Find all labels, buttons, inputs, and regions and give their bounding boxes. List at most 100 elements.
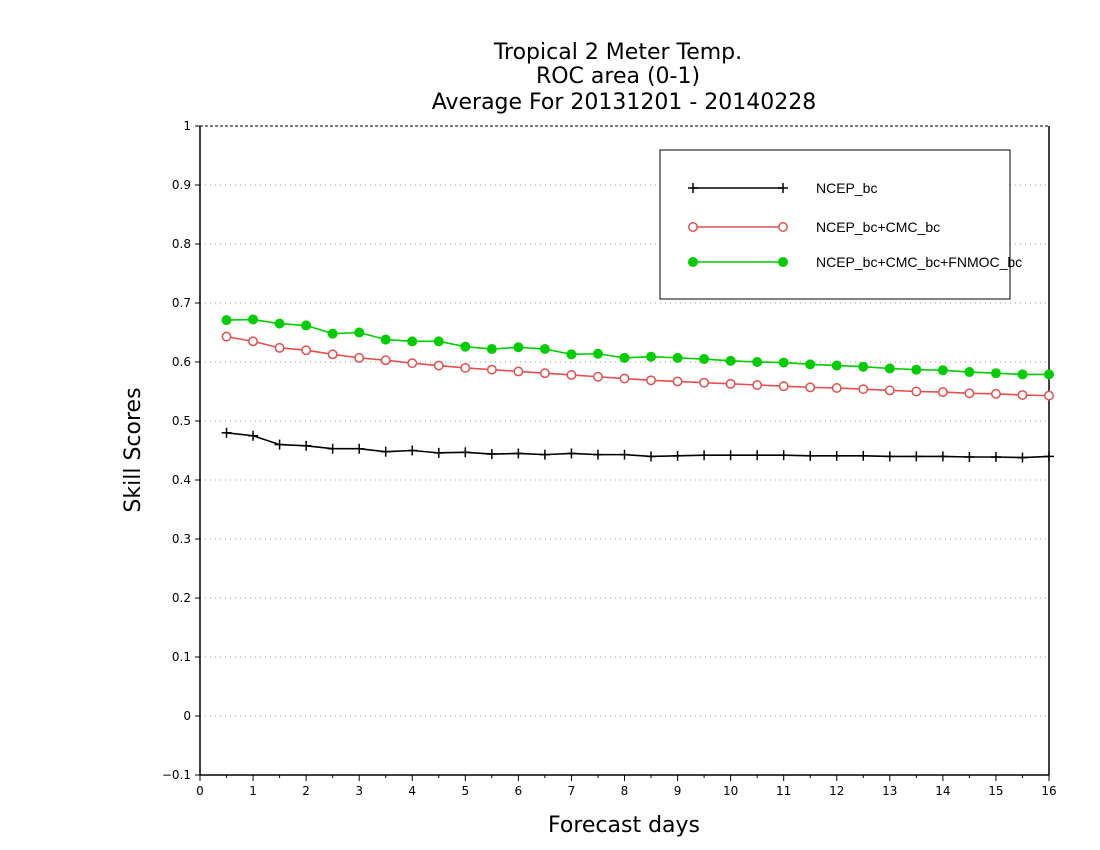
open-circle-marker (805, 382, 816, 393)
legend: NCEP_bc NCEP_bc+CMC_bc NCEP_bc+CMC_bc+FNMO… (659, 149, 1022, 300)
filled-circle-marker (858, 361, 869, 372)
plus-marker (380, 446, 391, 457)
plus-marker (354, 443, 365, 454)
y-tick-label: 0 (183, 709, 191, 723)
filled-circle-marker (380, 334, 391, 345)
plus-marker (911, 451, 922, 462)
plus-marker (407, 445, 418, 456)
x-tick-label: 13 (882, 784, 897, 798)
series-line (226, 432, 1050, 459)
chart-title: Tropical 2 Meter Temp. ROC area (0-1) Av… (432, 40, 817, 115)
title-line-2: ROC area (0-1) (536, 64, 700, 89)
plus-marker (964, 451, 975, 462)
plus-marker (937, 451, 948, 462)
open-circle-marker (619, 373, 630, 384)
plus-marker (539, 449, 550, 460)
plus-marker (274, 439, 285, 450)
filled-circle-marker (646, 351, 657, 362)
filled-circle-marker (699, 354, 710, 365)
open-circle-marker (1017, 390, 1028, 400)
open-circle-marker (911, 386, 922, 397)
y-tick-label: 0.5 (172, 414, 191, 428)
y-tick-label: 0.7 (172, 296, 191, 310)
filled-circle-marker (778, 257, 788, 267)
x-tick-label: 6 (515, 784, 523, 798)
filled-circle-marker (592, 348, 603, 359)
y-tick-label: 0.9 (172, 178, 191, 192)
plus-marker (460, 447, 471, 458)
plus-marker (752, 450, 763, 461)
legend-entry: NCEP_bc+CMC_bc (688, 219, 940, 235)
x-tick-label: 3 (355, 784, 363, 798)
open-circle-marker (407, 358, 418, 369)
open-circle-marker (460, 362, 471, 373)
y-tick-label: 0.6 (172, 355, 191, 369)
open-circle-marker (593, 371, 603, 382)
x-tick-label: 7 (568, 784, 576, 798)
legend-entry: NCEP_bc (688, 180, 877, 196)
open-circle-marker (248, 336, 259, 347)
x-tick-label: 9 (674, 784, 682, 798)
filled-circle-marker (513, 342, 524, 353)
filled-circle-marker (1044, 369, 1054, 380)
open-circle-marker (884, 385, 895, 396)
y-tick-label: 0.1 (172, 650, 191, 664)
plus-marker (592, 449, 603, 460)
filled-circle-marker (937, 365, 948, 376)
plus-marker (486, 449, 497, 460)
filled-circle-marker (327, 328, 338, 339)
plus-marker (778, 450, 789, 461)
plus-marker (301, 440, 312, 451)
y-axis-label: Skill Scores (121, 387, 146, 512)
plus-marker (858, 450, 869, 461)
series-line (226, 335, 1050, 397)
x-tick-label: 14 (935, 784, 950, 798)
filled-circle-marker (831, 360, 842, 371)
legend-label: NCEP_bc (816, 180, 877, 196)
legend-box (659, 149, 1011, 300)
open-circle-marker (539, 368, 550, 379)
plus-marker (725, 450, 736, 461)
x-axis-label: Forecast days (548, 813, 700, 838)
filled-circle-marker (672, 352, 683, 363)
open-circle-marker (831, 383, 842, 393)
series-1 (221, 331, 1054, 401)
open-circle-marker (858, 384, 869, 395)
y-tick-label: 0.8 (172, 237, 191, 251)
y-tick-label: 0.2 (172, 591, 191, 605)
open-circle-marker (990, 388, 1001, 399)
y-tick-label: 0.3 (172, 532, 191, 546)
plus-marker (884, 451, 895, 462)
filled-circle-marker (486, 344, 497, 355)
filled-circle-marker (752, 357, 763, 367)
plus-marker (566, 448, 577, 459)
x-tick-label: 0 (196, 784, 204, 798)
plus-marker (1044, 451, 1054, 462)
x-tick-label: 2 (302, 784, 310, 798)
filled-circle-marker (911, 364, 922, 375)
plus-marker (619, 449, 630, 460)
open-circle-marker (778, 381, 789, 392)
open-circle-marker (699, 377, 710, 388)
x-tick-label: 11 (776, 784, 791, 798)
filled-circle-marker (460, 341, 471, 352)
x-tick-label: 1 (249, 784, 257, 798)
open-circle-marker (380, 355, 391, 366)
open-circle-marker (752, 380, 763, 390)
filled-circle-marker (805, 359, 816, 370)
open-circle-marker (646, 375, 656, 386)
filled-circle-marker (778, 357, 789, 368)
plus-marker (248, 430, 259, 441)
plus-marker (699, 450, 710, 461)
plus-marker (1017, 452, 1028, 463)
open-circle-marker (433, 360, 444, 371)
filled-circle-marker (407, 336, 418, 347)
open-circle-marker (1044, 390, 1054, 401)
y-tick-label: 0.4 (172, 473, 191, 487)
series-0 (221, 427, 1054, 463)
filled-circle-marker (688, 257, 698, 267)
plus-marker (805, 450, 816, 461)
x-tick-label: 10 (723, 784, 738, 798)
plus-marker (778, 183, 788, 193)
